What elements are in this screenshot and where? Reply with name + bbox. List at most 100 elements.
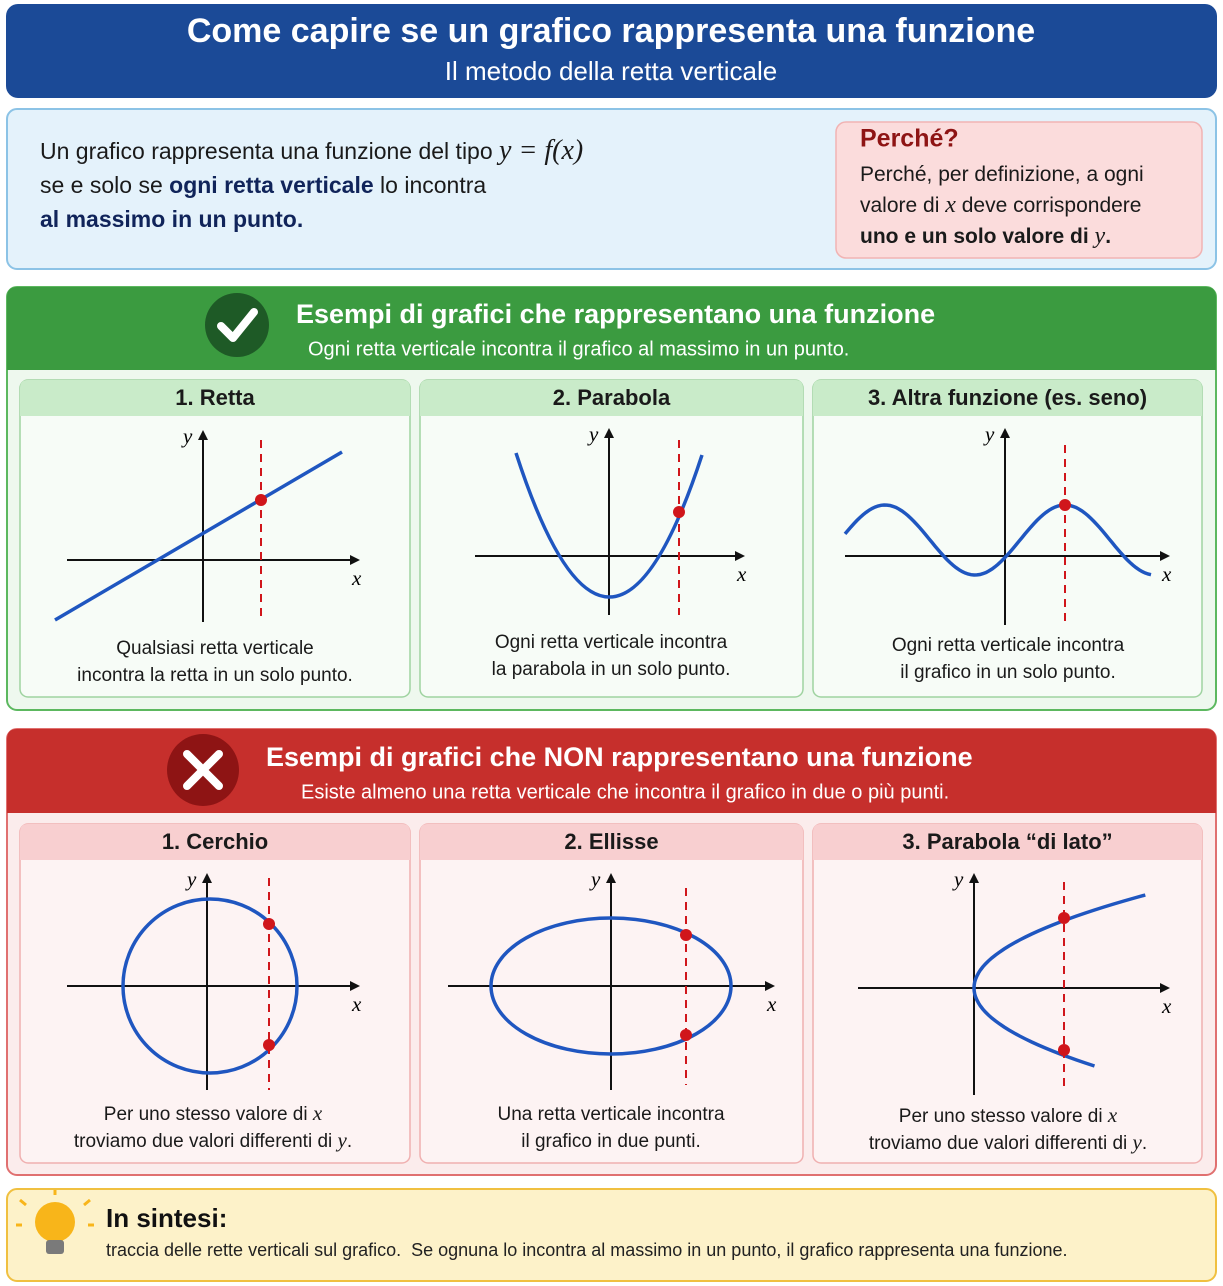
x-axis-label: x (1161, 994, 1172, 1018)
text-segment: troviamo due valori differenti di (74, 1131, 338, 1152)
card-header (420, 380, 803, 416)
section-subtitle: Ogni retta verticale incontra il grafico… (308, 338, 849, 360)
card-header (813, 824, 1202, 860)
text-segment: Ogni retta verticale incontra (892, 635, 1125, 656)
text-line: troviamo due valori differenti di y. (74, 1128, 352, 1152)
text-line: il grafico in un solo punto. (900, 662, 1115, 683)
text-segment: Una retta verticale incontra (497, 1104, 724, 1125)
text-segment: deve corrispondere (956, 194, 1142, 217)
intersection (1059, 499, 1071, 511)
text-segment: . (347, 1131, 352, 1152)
y-axis-label: y (952, 867, 964, 891)
text-segment: Per uno stesso valore di (104, 1104, 313, 1125)
text-segment: Per uno stesso valore di (899, 1106, 1108, 1127)
text-segment: il grafico in due punti. (521, 1131, 701, 1152)
text-line: Qualsiasi retta verticale (116, 638, 313, 659)
card-title: 1. Cerchio (162, 829, 268, 854)
why-box (835, 121, 1203, 259)
intersection (255, 494, 267, 506)
text-segment: il grafico in un solo punto. (900, 662, 1115, 683)
x-mark (183, 750, 223, 790)
subtitle: Il metodo della retta verticale (445, 56, 777, 86)
text-line: Ogni retta verticale incontra (892, 635, 1125, 656)
arrow (202, 873, 212, 883)
curve (54, 450, 343, 622)
text-segment: uno e un solo valore di (860, 225, 1095, 248)
text-line: Un grafico rappresenta una funzione del … (40, 135, 583, 166)
x-axis-label: x (351, 992, 362, 1016)
text-segment: valore di (860, 194, 945, 217)
text-segment: al massimo in un punto. (40, 206, 303, 232)
summary-text: traccia delle rette verticali sul grafic… (106, 1240, 1068, 1260)
text-line: uno e un solo valore di y. (860, 223, 1111, 249)
card-title: 3. Altra funzione (es. seno) (868, 385, 1147, 410)
intersection (673, 506, 685, 518)
card-header (20, 380, 410, 416)
text-line: Una retta verticale incontra (497, 1104, 724, 1125)
x-axis-label: x (736, 562, 747, 586)
section-title: Esempi di grafici che NON rappresentano … (266, 742, 973, 772)
arrow (735, 551, 745, 561)
text-segment: incontra la retta in un solo punto. (77, 665, 353, 686)
text-line: Per uno stesso valore di x (899, 1103, 1118, 1127)
text-segment: y (336, 1128, 348, 1152)
curve (843, 503, 1152, 577)
arrow (198, 430, 208, 440)
text-line: valore di x deve corrispondere (860, 192, 1141, 218)
arrow (1160, 551, 1170, 561)
good-header (7, 287, 1216, 370)
intersection (680, 1029, 692, 1041)
arrow (969, 873, 979, 883)
text-segment: Qualsiasi retta verticale (116, 638, 313, 659)
y-axis-label: y (587, 422, 599, 446)
text-line: troviamo due valori differenti di y. (869, 1130, 1147, 1154)
title: Come capire se un grafico rappresenta un… (187, 12, 1035, 50)
text-line: Perché, per definizione, a ogni (860, 163, 1144, 186)
curve (514, 452, 704, 599)
arrow (606, 873, 616, 883)
card-title: 2. Ellisse (564, 829, 658, 854)
card-title: 3. Parabola “di lato” (902, 829, 1112, 854)
x-axis-label: x (351, 566, 362, 590)
header-bg (6, 4, 1217, 98)
card-header (20, 824, 410, 860)
curve (972, 893, 1146, 1068)
intersection (1058, 912, 1070, 924)
text-segment: se e solo se (40, 172, 169, 198)
text-segment: ogni retta verticale (169, 172, 374, 198)
y-axis-label: y (181, 424, 193, 448)
text-segment: la parabola in un solo punto. (492, 659, 731, 680)
text-segment: Perché, per definizione, a ogni (860, 163, 1144, 186)
arrow (765, 981, 775, 991)
text-segment: . (1105, 225, 1111, 248)
text-segment: troviamo due valori differenti di (869, 1133, 1133, 1154)
text-segment: Un grafico rappresenta una funzione del … (40, 138, 499, 164)
x-axis-label: x (766, 992, 777, 1016)
text-line: Ogni retta verticale incontra (495, 632, 728, 653)
card-header (813, 380, 1202, 416)
y-axis-label: y (983, 422, 995, 446)
intersection (263, 1039, 275, 1051)
y-axis-label: y (589, 867, 601, 891)
arrow (1000, 428, 1010, 438)
text-segment: y (1093, 223, 1106, 249)
text-segment: Ogni retta verticale incontra (495, 632, 728, 653)
arrow (1160, 983, 1170, 993)
card-title: 1. Retta (175, 385, 255, 410)
text-line: la parabola in un solo punto. (492, 659, 731, 680)
intersection (263, 918, 275, 930)
section-subtitle: Esiste almeno una retta verticale che in… (301, 781, 949, 803)
arrow (350, 555, 360, 565)
section-title: Esempi di grafici che rappresentano una … (296, 299, 935, 329)
arrow (604, 428, 614, 438)
text-line: se e solo se ogni retta verticale lo inc… (40, 172, 486, 198)
curve (489, 916, 733, 1056)
text-segment: y (1131, 1130, 1143, 1154)
curve (121, 897, 299, 1075)
check-mark (217, 308, 258, 342)
x-axis-label: x (1161, 562, 1172, 586)
text-segment: y = f(x) (496, 135, 583, 166)
intersection (680, 929, 692, 941)
text-line: al massimo in un punto. (40, 206, 303, 232)
summary-title: In sintesi: (106, 1203, 227, 1233)
